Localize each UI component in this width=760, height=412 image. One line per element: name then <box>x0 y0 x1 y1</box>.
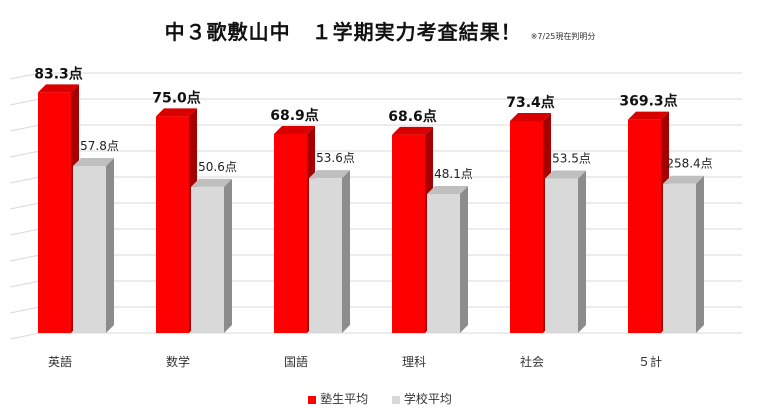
school-bar-top <box>545 170 586 179</box>
school-value-label: 53.5点 <box>552 151 591 165</box>
school-bar-top <box>191 178 232 187</box>
legend-item-school: 学校平均 <box>391 390 452 407</box>
school-bar-side <box>696 175 704 333</box>
category-label: 社会 <box>520 354 544 369</box>
juku-bar <box>38 92 71 333</box>
chart-title-row: 中３歌敷山中 １学期実力考査結果！ ※7/25現在判明分 <box>0 16 760 45</box>
gridline-tick <box>9 202 41 210</box>
juku-bar-top <box>38 84 79 93</box>
gridline-tick <box>9 228 41 236</box>
juku-bar-top <box>274 125 315 134</box>
school-bar-top <box>663 175 704 184</box>
juku-value-label: 68.9点 <box>270 107 319 124</box>
juku-bar-top <box>156 108 197 117</box>
gridline-tick <box>9 72 41 80</box>
category-label: 理科 <box>402 355 426 369</box>
juku-bar-top <box>628 111 669 120</box>
school-bar-top <box>309 170 350 179</box>
school-bar-top <box>73 158 114 167</box>
category-label: ５計 <box>638 354 662 369</box>
juku-bar <box>628 119 661 333</box>
juku-bar-top <box>510 112 551 121</box>
school-value-label: 53.6点 <box>316 151 355 165</box>
school-bar <box>309 178 342 333</box>
legend-swatch-juku <box>308 395 317 404</box>
category-label: 英語 <box>48 354 72 369</box>
gridline-tick <box>9 176 41 184</box>
school-bar-side <box>224 178 232 333</box>
juku-bar <box>392 134 425 333</box>
gridline-tick <box>9 332 41 340</box>
chart-legend: 塾生平均 学校平均 <box>0 390 760 407</box>
school-value-label: 258.4点 <box>666 157 712 171</box>
juku-value-label: 83.3点 <box>34 65 83 82</box>
school-bar-side <box>342 170 350 333</box>
gridline-tick <box>9 150 41 158</box>
school-bar <box>663 183 696 333</box>
legend-item-juku: 塾生平均 <box>308 390 368 407</box>
school-bar-side <box>578 170 586 333</box>
category-label: 国語 <box>284 354 308 369</box>
school-bar-side <box>106 158 114 333</box>
chart-note: ※7/25現在判明分 <box>530 32 596 41</box>
school-bar <box>73 166 106 333</box>
gridline-tick <box>9 98 41 106</box>
legend-swatch-school <box>391 395 400 404</box>
gridline-tick <box>9 306 41 314</box>
school-value-label: 57.8点 <box>80 139 119 153</box>
juku-bar <box>274 133 307 333</box>
school-value-label: 48.1点 <box>434 167 473 181</box>
chart-title: 中３歌敷山中 １学期実力考査結果！ <box>164 20 522 44</box>
gridline-tick <box>9 254 41 262</box>
juku-bar <box>510 120 543 333</box>
gridline-tick <box>9 124 41 132</box>
gridline-tick <box>9 280 41 288</box>
school-bar <box>427 194 460 333</box>
school-bar <box>191 186 224 333</box>
school-bar-top <box>427 186 468 195</box>
school-value-label: 50.6点 <box>198 160 237 174</box>
juku-value-label: 75.0点 <box>152 89 201 106</box>
school-bar <box>545 178 578 333</box>
legend-label-juku: 塾生平均 <box>320 392 369 406</box>
category-label: 数学 <box>166 354 190 369</box>
legend-label-school: 学校平均 <box>403 392 452 406</box>
juku-bar-top <box>392 126 433 135</box>
juku-bar <box>156 116 189 333</box>
juku-value-label: 73.4点 <box>506 94 555 111</box>
school-bar-side <box>460 186 468 333</box>
juku-value-label: 68.6点 <box>388 108 437 125</box>
juku-value-label: 369.3点 <box>619 93 677 110</box>
